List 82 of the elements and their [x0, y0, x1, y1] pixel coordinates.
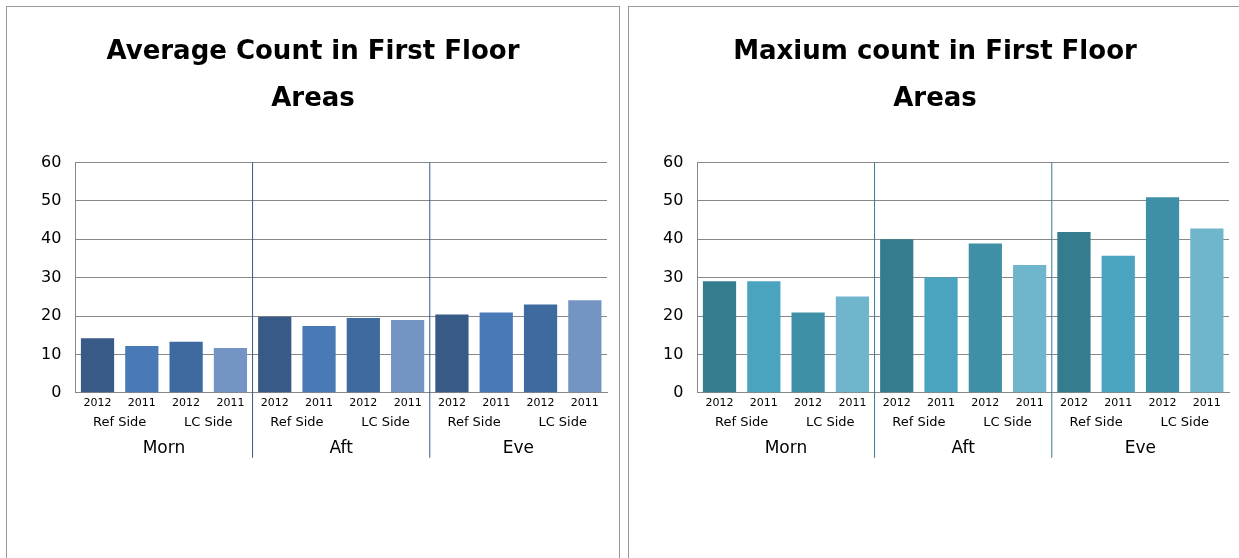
- bar: [1013, 265, 1047, 393]
- bar: [968, 243, 1002, 393]
- text: Morn: [142, 436, 186, 457]
- text: LC Side: [1160, 413, 1209, 429]
- bar: [80, 338, 115, 393]
- x-tick-label: 2012: [526, 396, 555, 410]
- x-tick-label: 2011: [305, 396, 334, 410]
- bar: [1057, 232, 1091, 393]
- x-tick-label: 2012: [1148, 396, 1177, 410]
- text: Ref Side: [270, 413, 324, 429]
- chart-title: Average Count in First Floor Areas: [105, 34, 521, 114]
- y-tick-label: 0: [673, 381, 684, 401]
- x-tick-label: 2012: [437, 396, 466, 410]
- y-tick-label: 60: [663, 151, 684, 171]
- x-tick-label: 2012: [349, 396, 378, 410]
- y-tick-label: 50: [41, 190, 62, 210]
- text: LC Side: [805, 413, 855, 429]
- text: Eve: [502, 436, 535, 457]
- x-tick-label: 2011: [749, 396, 778, 410]
- y-tick-label: 40: [41, 228, 62, 248]
- y-tick-label: 30: [41, 266, 62, 286]
- y-tick-label: 0: [51, 381, 62, 401]
- x-tick-label: 2011: [216, 396, 245, 410]
- text: Ref Side: [892, 413, 946, 429]
- bar: [391, 319, 425, 393]
- bar: [702, 281, 737, 393]
- bar: [747, 281, 781, 393]
- y-tick-label: 20: [663, 305, 684, 325]
- bar: [258, 316, 292, 393]
- x-tick-label: 2011: [1192, 396, 1221, 410]
- text: LC Side: [983, 413, 1032, 429]
- bar: [568, 300, 602, 393]
- text: Aft: [951, 436, 976, 457]
- text: LC Side: [361, 413, 410, 429]
- x-tick-label: 2012: [705, 396, 734, 410]
- text: Eve: [1124, 436, 1157, 457]
- y-tick-label: 40: [663, 228, 684, 248]
- y-tick-label: 60: [41, 151, 62, 171]
- text: Ref Side: [93, 413, 147, 429]
- x-tick-label: 2011: [570, 396, 599, 410]
- bar: [1145, 197, 1180, 393]
- x-tick-label: 2012: [1059, 396, 1088, 410]
- x-tick-label: 2012: [83, 396, 112, 410]
- bar: [346, 317, 380, 393]
- text: LC Side: [183, 413, 233, 429]
- x-tick-label: 2012: [794, 396, 823, 410]
- bar: [924, 277, 958, 393]
- bar: [479, 312, 513, 393]
- bar: [1190, 228, 1224, 393]
- text: Ref Side: [715, 413, 769, 429]
- x-tick-label: 2012: [971, 396, 1000, 410]
- y-tick-label: 20: [41, 305, 62, 325]
- x-tick-label: 2011: [1015, 396, 1044, 410]
- text: Ref Side: [1069, 413, 1123, 429]
- y-tick-label: 50: [663, 190, 684, 210]
- x-tick-label: 2011: [927, 396, 956, 410]
- text: Morn: [764, 436, 808, 457]
- bar: [791, 312, 825, 393]
- x-tick-label: 2012: [260, 396, 289, 410]
- bar: [302, 326, 336, 393]
- bar: [435, 314, 469, 393]
- bar: [169, 341, 203, 393]
- y-tick-label: 30: [663, 266, 684, 286]
- bar: [835, 296, 870, 393]
- bar: [1101, 255, 1135, 393]
- bar: [880, 239, 914, 393]
- bar: [213, 347, 248, 393]
- x-tick-label: 2011: [838, 396, 867, 410]
- x-tick-label: 2012: [172, 396, 201, 410]
- x-tick-label: 2012: [882, 396, 911, 410]
- bar: [125, 345, 159, 393]
- text: LC Side: [538, 413, 587, 429]
- text: Aft: [329, 436, 354, 457]
- text: Ref Side: [447, 413, 501, 429]
- chart-title: Maxium count in First Floor Areas: [732, 34, 1138, 114]
- x-tick-label: 2011: [482, 396, 511, 410]
- y-tick-label: 10: [663, 343, 684, 363]
- x-tick-label: 2011: [1104, 396, 1133, 410]
- y-tick-label: 10: [41, 343, 62, 363]
- x-tick-label: 2011: [393, 396, 422, 410]
- bar: [523, 304, 558, 393]
- x-tick-label: 2011: [127, 396, 156, 410]
